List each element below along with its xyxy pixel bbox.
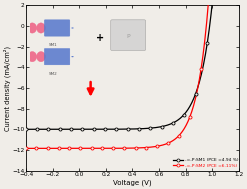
Y-axis label: Current density (mA/cm²): Current density (mA/cm²) [3,45,11,131]
X-axis label: Voltage (V): Voltage (V) [113,179,152,186]
Legend: -=-P:SM1 (PCE =4.94 %), -=-P:SM2 (PCE =6.11%): -=-P:SM1 (PCE =4.94 %), -=-P:SM2 (PCE =6… [173,158,239,168]
